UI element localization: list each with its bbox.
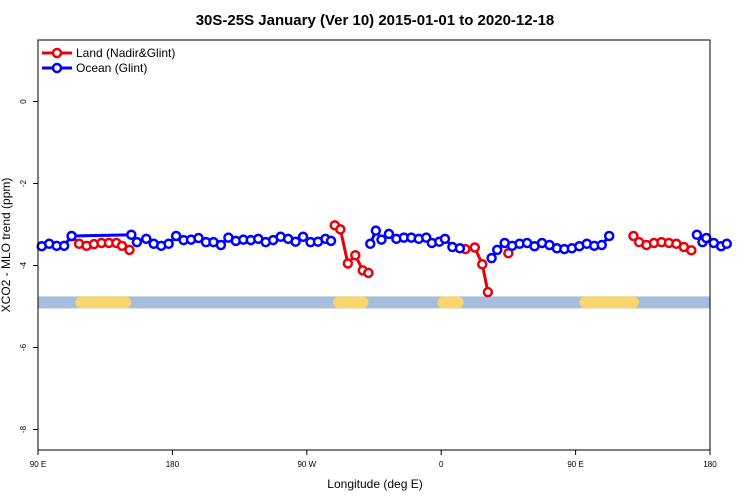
- x-tick-label: 90 W: [297, 460, 316, 469]
- chart-title: 30S-25S January (Ver 10) 2015-01-01 to 2…: [196, 12, 555, 29]
- data-point: [376, 234, 387, 245]
- series-ocean: [36, 225, 733, 264]
- legend-marker: [51, 62, 63, 74]
- legend-entry: Ocean (Glint): [42, 61, 147, 75]
- plot-frame: [37, 39, 711, 451]
- data-point: [686, 245, 697, 256]
- data-point: [116, 240, 128, 252]
- land-mask-band: [38, 296, 710, 309]
- data-point: [454, 243, 466, 254]
- plot-series: [36, 220, 733, 298]
- y-tick-label: 0: [19, 99, 28, 104]
- x-tick-label: 90 E: [567, 460, 583, 469]
- data-point: [126, 229, 137, 240]
- data-point: [370, 225, 382, 236]
- land-band-segment: [75, 296, 132, 309]
- data-point: [491, 244, 503, 256]
- data-point: [297, 231, 309, 243]
- data-point: [193, 232, 204, 244]
- y-tick-label: -6: [19, 343, 28, 351]
- x-tick-label: 90 E: [30, 460, 46, 469]
- x-tick-label: 0: [439, 460, 444, 469]
- data-point: [691, 229, 703, 240]
- legend-label: Ocean (Glint): [76, 61, 147, 75]
- land-band-segment: [437, 296, 464, 309]
- data-point: [141, 233, 152, 245]
- data-point: [482, 286, 494, 298]
- data-point: [383, 228, 395, 240]
- x-axis: 90 E 180 90 W 0 90 E 180: [30, 450, 717, 469]
- data-point: [439, 233, 451, 245]
- data-point: [721, 238, 733, 250]
- data-point: [163, 238, 174, 250]
- y-tick-label: -2: [19, 179, 28, 187]
- x-tick-label: 180: [703, 460, 717, 469]
- data-point: [486, 252, 497, 264]
- data-point: [365, 238, 376, 250]
- x-tick-label: 180: [166, 460, 180, 469]
- data-point: [596, 239, 607, 251]
- legend-entry: Land (Nadir&Glint): [42, 46, 175, 60]
- ocean-band: [38, 296, 710, 309]
- data-point: [469, 242, 481, 253]
- data-point: [603, 230, 615, 242]
- y-axis-label: XCO2 - MLO trend (ppm): [0, 178, 13, 313]
- legend-label: Land (Nadir&Glint): [76, 46, 175, 60]
- y-tick-label: -8: [19, 425, 28, 433]
- legend: Land (Nadir&Glint)Ocean (Glint): [42, 46, 175, 75]
- data-point: [124, 244, 135, 256]
- data-point: [290, 236, 301, 247]
- data-point: [477, 259, 488, 270]
- data-point: [170, 230, 182, 242]
- x-axis-label: Longitude (deg E): [327, 477, 422, 491]
- data-point: [335, 224, 346, 235]
- data-point: [58, 240, 70, 252]
- legend-marker: [51, 47, 63, 59]
- series-land: [66, 220, 697, 298]
- data-point: [325, 235, 337, 247]
- data-point: [363, 267, 374, 279]
- data-point: [628, 230, 639, 242]
- data-point: [66, 230, 77, 242]
- land-band-segment: [332, 296, 369, 309]
- data-point: [342, 258, 354, 269]
- data-point: [131, 236, 143, 248]
- y-tick-label: -4: [19, 261, 28, 269]
- land-band-segment: [579, 296, 640, 309]
- series-line: [465, 245, 490, 293]
- data-point: [215, 239, 227, 251]
- data-point: [350, 250, 361, 261]
- y-axis: 0 -2 -4 -6 -8: [19, 99, 38, 433]
